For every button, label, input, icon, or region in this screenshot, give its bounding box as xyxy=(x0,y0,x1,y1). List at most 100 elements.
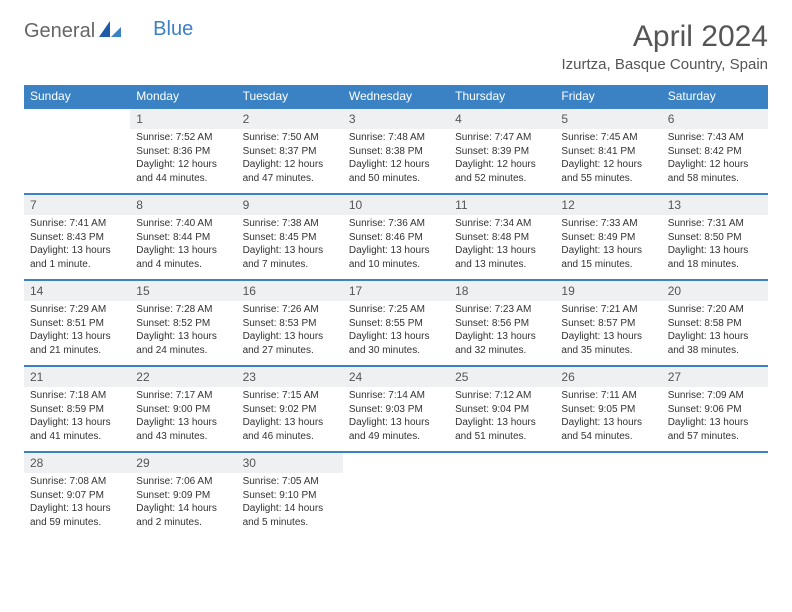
day-ss: Sunset: 8:58 PM xyxy=(668,317,762,331)
day-d2: and 44 minutes. xyxy=(136,172,230,186)
calendar-week-row: 14Sunrise: 7:29 AMSunset: 8:51 PMDayligh… xyxy=(24,280,768,366)
day-number: 21 xyxy=(24,367,130,387)
day-body: Sunrise: 7:47 AMSunset: 8:39 PMDaylight:… xyxy=(449,129,555,189)
calendar-day-cell xyxy=(449,452,555,538)
day-ss: Sunset: 8:38 PM xyxy=(349,145,443,159)
day-body: Sunrise: 7:40 AMSunset: 8:44 PMDaylight:… xyxy=(130,215,236,275)
calendar-day-cell: 11Sunrise: 7:34 AMSunset: 8:48 PMDayligh… xyxy=(449,194,555,280)
day-number: 27 xyxy=(662,367,768,387)
day-sr: Sunrise: 7:14 AM xyxy=(349,389,443,403)
weekday-header: Wednesday xyxy=(343,85,449,108)
day-d1: Daylight: 12 hours xyxy=(561,158,655,172)
calendar-day-cell: 15Sunrise: 7:28 AMSunset: 8:52 PMDayligh… xyxy=(130,280,236,366)
day-number: 2 xyxy=(237,109,343,129)
day-sr: Sunrise: 7:48 AM xyxy=(349,131,443,145)
day-body: Sunrise: 7:29 AMSunset: 8:51 PMDaylight:… xyxy=(24,301,130,361)
day-body: Sunrise: 7:05 AMSunset: 9:10 PMDaylight:… xyxy=(237,473,343,533)
calendar-day-cell: 30Sunrise: 7:05 AMSunset: 9:10 PMDayligh… xyxy=(237,452,343,538)
day-d2: and 58 minutes. xyxy=(668,172,762,186)
day-d1: Daylight: 12 hours xyxy=(455,158,549,172)
day-d1: Daylight: 13 hours xyxy=(455,416,549,430)
day-body: Sunrise: 7:21 AMSunset: 8:57 PMDaylight:… xyxy=(555,301,661,361)
day-d2: and 7 minutes. xyxy=(243,258,337,272)
day-d2: and 43 minutes. xyxy=(136,430,230,444)
calendar-day-cell: 2Sunrise: 7:50 AMSunset: 8:37 PMDaylight… xyxy=(237,108,343,194)
calendar-day-cell xyxy=(662,452,768,538)
day-d1: Daylight: 13 hours xyxy=(30,244,124,258)
day-d1: Daylight: 12 hours xyxy=(349,158,443,172)
day-d1: Daylight: 13 hours xyxy=(30,330,124,344)
day-sr: Sunrise: 7:29 AM xyxy=(30,303,124,317)
day-body: Sunrise: 7:31 AMSunset: 8:50 PMDaylight:… xyxy=(662,215,768,275)
day-d2: and 49 minutes. xyxy=(349,430,443,444)
logo-text-general: General xyxy=(24,20,95,43)
calendar-week-row: 28Sunrise: 7:08 AMSunset: 9:07 PMDayligh… xyxy=(24,452,768,538)
day-number: 20 xyxy=(662,281,768,301)
day-d2: and 18 minutes. xyxy=(668,258,762,272)
day-d1: Daylight: 13 hours xyxy=(561,330,655,344)
day-number: 17 xyxy=(343,281,449,301)
day-d1: Daylight: 13 hours xyxy=(30,416,124,430)
day-body: Sunrise: 7:41 AMSunset: 8:43 PMDaylight:… xyxy=(24,215,130,275)
day-d1: Daylight: 13 hours xyxy=(349,244,443,258)
day-ss: Sunset: 8:43 PM xyxy=(30,231,124,245)
day-d1: Daylight: 13 hours xyxy=(243,416,337,430)
day-ss: Sunset: 8:44 PM xyxy=(136,231,230,245)
calendar-day-cell: 14Sunrise: 7:29 AMSunset: 8:51 PMDayligh… xyxy=(24,280,130,366)
day-number: 1 xyxy=(130,109,236,129)
day-ss: Sunset: 8:39 PM xyxy=(455,145,549,159)
day-ss: Sunset: 8:52 PM xyxy=(136,317,230,331)
day-sr: Sunrise: 7:06 AM xyxy=(136,475,230,489)
calendar-page: General Blue April 2024 Izurtza, Basque … xyxy=(0,0,792,558)
calendar-day-cell: 5Sunrise: 7:45 AMSunset: 8:41 PMDaylight… xyxy=(555,108,661,194)
day-body: Sunrise: 7:48 AMSunset: 8:38 PMDaylight:… xyxy=(343,129,449,189)
day-ss: Sunset: 8:48 PM xyxy=(455,231,549,245)
day-sr: Sunrise: 7:12 AM xyxy=(455,389,549,403)
day-number: 4 xyxy=(449,109,555,129)
calendar-day-cell: 10Sunrise: 7:36 AMSunset: 8:46 PMDayligh… xyxy=(343,194,449,280)
title-block: April 2024 Izurtza, Basque Country, Spai… xyxy=(562,20,769,73)
calendar-header-row: SundayMondayTuesdayWednesdayThursdayFrid… xyxy=(24,85,768,108)
day-d1: Daylight: 13 hours xyxy=(561,244,655,258)
day-ss: Sunset: 9:05 PM xyxy=(561,403,655,417)
calendar-day-cell: 1Sunrise: 7:52 AMSunset: 8:36 PMDaylight… xyxy=(130,108,236,194)
calendar-day-cell: 21Sunrise: 7:18 AMSunset: 8:59 PMDayligh… xyxy=(24,366,130,452)
weekday-header: Tuesday xyxy=(237,85,343,108)
day-number: 15 xyxy=(130,281,236,301)
day-number: 13 xyxy=(662,195,768,215)
day-d1: Daylight: 13 hours xyxy=(136,244,230,258)
day-d2: and 38 minutes. xyxy=(668,344,762,358)
day-number: 6 xyxy=(662,109,768,129)
day-body: Sunrise: 7:23 AMSunset: 8:56 PMDaylight:… xyxy=(449,301,555,361)
day-d1: Daylight: 13 hours xyxy=(349,416,443,430)
calendar-day-cell: 6Sunrise: 7:43 AMSunset: 8:42 PMDaylight… xyxy=(662,108,768,194)
day-sr: Sunrise: 7:11 AM xyxy=(561,389,655,403)
day-d2: and 27 minutes. xyxy=(243,344,337,358)
calendar-day-cell: 7Sunrise: 7:41 AMSunset: 8:43 PMDaylight… xyxy=(24,194,130,280)
day-body: Sunrise: 7:15 AMSunset: 9:02 PMDaylight:… xyxy=(237,387,343,447)
day-d2: and 35 minutes. xyxy=(561,344,655,358)
calendar-day-cell: 19Sunrise: 7:21 AMSunset: 8:57 PMDayligh… xyxy=(555,280,661,366)
day-number: 26 xyxy=(555,367,661,387)
day-sr: Sunrise: 7:25 AM xyxy=(349,303,443,317)
day-body: Sunrise: 7:33 AMSunset: 8:49 PMDaylight:… xyxy=(555,215,661,275)
day-sr: Sunrise: 7:09 AM xyxy=(668,389,762,403)
day-d2: and 46 minutes. xyxy=(243,430,337,444)
day-sr: Sunrise: 7:47 AM xyxy=(455,131,549,145)
day-d2: and 4 minutes. xyxy=(136,258,230,272)
day-number: 22 xyxy=(130,367,236,387)
day-ss: Sunset: 8:57 PM xyxy=(561,317,655,331)
weekday-header: Sunday xyxy=(24,85,130,108)
calendar-day-cell xyxy=(24,108,130,194)
logo-text-blue: Blue xyxy=(153,18,193,41)
day-d2: and 54 minutes. xyxy=(561,430,655,444)
day-ss: Sunset: 9:04 PM xyxy=(455,403,549,417)
day-sr: Sunrise: 7:36 AM xyxy=(349,217,443,231)
day-sr: Sunrise: 7:17 AM xyxy=(136,389,230,403)
day-ss: Sunset: 8:55 PM xyxy=(349,317,443,331)
day-d2: and 1 minute. xyxy=(30,258,124,272)
day-ss: Sunset: 9:02 PM xyxy=(243,403,337,417)
day-d2: and 50 minutes. xyxy=(349,172,443,186)
header: General Blue April 2024 Izurtza, Basque … xyxy=(24,20,768,73)
day-number: 28 xyxy=(24,453,130,473)
